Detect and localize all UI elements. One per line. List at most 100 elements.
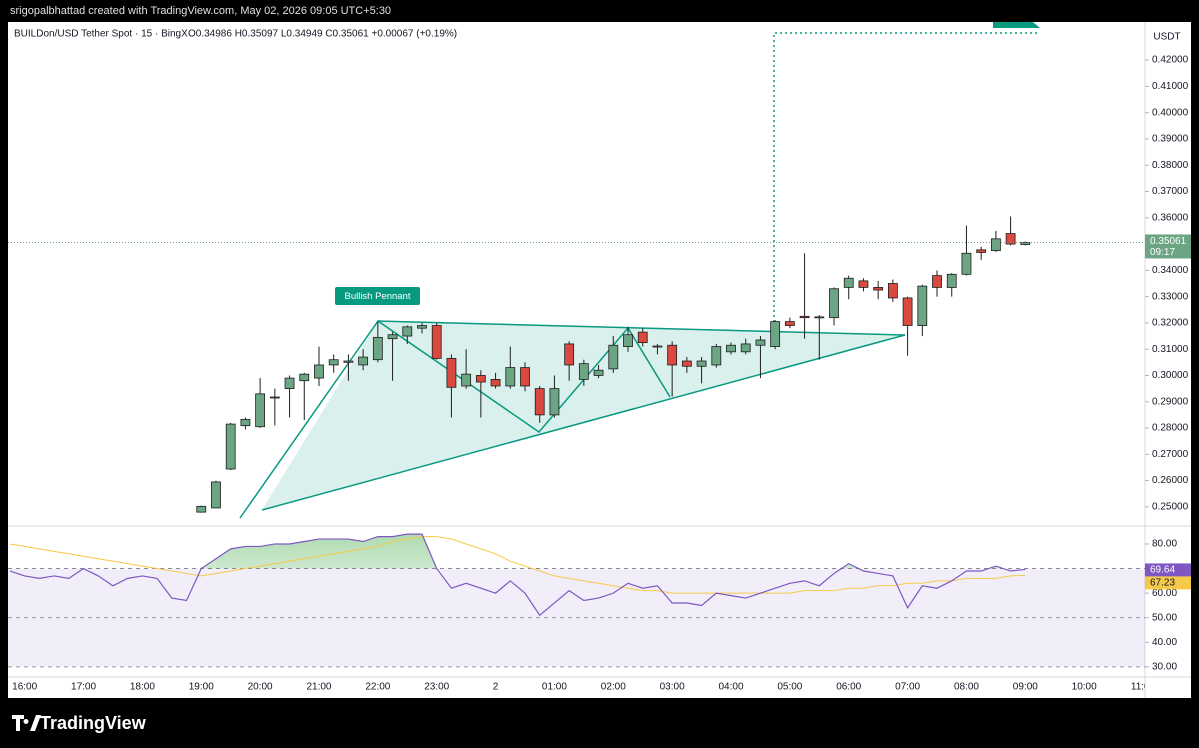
- y-tick-label: 0.37000: [1152, 186, 1189, 197]
- symbol-label: BUILDon/USD Tether Spot · 15 · BingX: [14, 29, 188, 40]
- currency-label: USDT: [1153, 32, 1180, 43]
- candle-body: [417, 325, 427, 329]
- x-tick-label: 03:00: [660, 682, 685, 693]
- pennant-lower: [261, 334, 906, 511]
- candle-body: [402, 326, 413, 337]
- y-tick-label: 0.39000: [1152, 134, 1189, 145]
- candle-body: [314, 364, 324, 379]
- candle-body: [255, 393, 266, 428]
- overbought-fill: [9, 534, 1026, 569]
- pennant-upper: [377, 320, 906, 336]
- x-tick-label: 01:00: [542, 682, 567, 693]
- pennant-fill: [262, 321, 905, 510]
- candle-body: [387, 334, 398, 340]
- candle-body: [829, 288, 839, 319]
- y-tick-label: 80.00: [1152, 539, 1177, 550]
- candle-body: [299, 373, 310, 382]
- x-tick-label: 16:00: [12, 682, 37, 693]
- y-tick-label: 0.34000: [1152, 265, 1189, 276]
- candle-body: [990, 238, 1001, 252]
- x-tick-label: 09:00: [1013, 682, 1038, 693]
- logo: [12, 715, 41, 731]
- candle-body: [578, 363, 589, 380]
- candle-body: [225, 423, 236, 470]
- candle-body: [475, 375, 486, 383]
- candle-body: [1005, 233, 1016, 245]
- candle-body: [446, 357, 457, 388]
- ohlc-legend: O0.34986 H0.35097 L0.34949 C0.35061 +0.0…: [188, 29, 457, 40]
- price-pane: [8, 216, 1145, 513]
- candle-body: [961, 252, 972, 275]
- legend-bg: [8, 23, 478, 41]
- value-badge: [1145, 563, 1191, 577]
- pennant-drawing: Bullish Pennant: [239, 22, 1040, 519]
- last-price-label: 0.35061: [1150, 236, 1187, 247]
- y-tick-label: 0.33000: [1152, 291, 1189, 302]
- candle-body: [284, 377, 295, 390]
- candle-body: [564, 343, 575, 366]
- x-tick-label: 22:00: [365, 682, 390, 693]
- candle-body: [873, 287, 884, 291]
- target-line: [773, 32, 1040, 322]
- candle-body: [696, 360, 707, 367]
- value-badge-label: 67.23: [1150, 578, 1175, 589]
- candle-body: [946, 273, 957, 288]
- candle-body: [534, 388, 545, 416]
- y-tick-label: 0.42000: [1152, 55, 1189, 66]
- x-tick-label: 10:00: [1072, 682, 1097, 693]
- x-tick-label: 20:00: [248, 682, 273, 693]
- candle-body: [240, 418, 251, 427]
- candle-body: [932, 275, 942, 288]
- y-tick-label: 0.31000: [1152, 344, 1189, 355]
- candle-body: [461, 373, 472, 387]
- footer: TradingView: [12, 713, 147, 733]
- header-text: srigopalbhattad created with TradingView…: [10, 5, 391, 17]
- candle-body: [358, 356, 369, 366]
- y-tick-label: 30.00: [1152, 662, 1177, 673]
- y-tick-label: 60.00: [1152, 588, 1177, 599]
- candle-body: [372, 336, 383, 361]
- candle-body: [549, 388, 560, 416]
- y-tick-label: 0.25000: [1152, 502, 1189, 513]
- value-badge: [1145, 576, 1191, 590]
- annotation-box: [335, 287, 420, 305]
- candle-body: [814, 316, 825, 319]
- x-tick-label: 23:00: [424, 682, 449, 693]
- y-tick-label: 0.26000: [1152, 475, 1189, 486]
- x-tick-label: 17:00: [71, 682, 96, 693]
- pennant-zigzag: [239, 319, 671, 519]
- y-tick-label: 0.28000: [1152, 423, 1189, 434]
- y-tick-label: 40.00: [1152, 637, 1177, 648]
- candle-body: [726, 344, 736, 353]
- x-tick-label: 11:00: [1131, 682, 1156, 693]
- candle-body: [976, 249, 987, 253]
- candle-body: [328, 359, 339, 366]
- candle-body: [520, 367, 530, 387]
- x-tick-label: 21:00: [306, 682, 331, 693]
- x-tick-label: 07:00: [895, 682, 920, 693]
- x-tick-label: 18:00: [130, 682, 155, 693]
- rsi-line: [9, 533, 1026, 617]
- candle-body: [652, 345, 663, 348]
- candle-body: [211, 481, 221, 509]
- rsi-line: [9, 536, 1026, 594]
- candle-body: [917, 285, 928, 326]
- value-badge-label: 69.64: [1150, 565, 1175, 576]
- candle-body: [770, 321, 781, 347]
- x-tick-label: 06:00: [836, 682, 861, 693]
- candle-body: [902, 297, 913, 326]
- candle-body: [887, 283, 898, 299]
- candle-body: [505, 367, 516, 387]
- x-tick-label: 2: [493, 682, 499, 693]
- candle-body: [711, 346, 722, 366]
- candle-body: [784, 321, 795, 326]
- y-tick-label: 0.36000: [1152, 212, 1189, 223]
- candle-body: [343, 360, 354, 363]
- candle-body: [667, 344, 678, 366]
- y-tick-label: 0.30000: [1152, 370, 1189, 381]
- candle-body: [269, 396, 280, 399]
- last-price-badge: [1145, 234, 1191, 259]
- candle-body: [843, 277, 854, 288]
